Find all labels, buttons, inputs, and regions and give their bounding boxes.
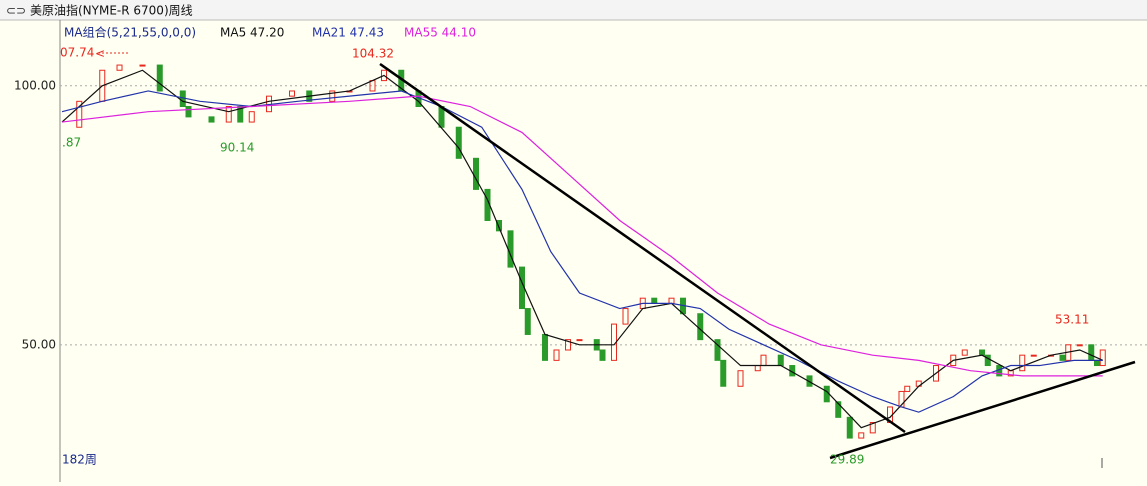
candle bbox=[858, 432, 865, 439]
legend: MA5 47.20 MA21 47.43 MA55 44.10 bbox=[220, 26, 476, 40]
candle bbox=[846, 416, 853, 439]
low-label: 29.89 bbox=[830, 453, 864, 467]
candle bbox=[1030, 354, 1037, 357]
candle bbox=[622, 308, 629, 325]
candle bbox=[565, 339, 572, 351]
candle bbox=[225, 106, 232, 123]
candle bbox=[1076, 344, 1083, 347]
arrow-head: < bbox=[95, 47, 105, 61]
candle bbox=[116, 64, 123, 71]
header-bar bbox=[0, 0, 1147, 20]
candle bbox=[668, 297, 675, 304]
candle bbox=[248, 111, 255, 123]
candle bbox=[904, 385, 911, 392]
period-label: 182周 bbox=[62, 453, 97, 467]
header-icon: ⊂⊃ bbox=[6, 4, 26, 18]
candle bbox=[576, 339, 583, 342]
legend-entry: MA21 47.43 bbox=[312, 26, 384, 40]
chart-title: 美原油指(NYME-R 6700)周线 bbox=[30, 3, 193, 18]
legend-entry: MA55 44.10 bbox=[404, 26, 476, 40]
candle bbox=[697, 313, 704, 341]
trend-line bbox=[829, 360, 1136, 460]
candle bbox=[599, 349, 606, 361]
high-label: 07.74 bbox=[60, 46, 94, 60]
candle bbox=[496, 219, 503, 232]
candle bbox=[542, 333, 549, 361]
y-tick-label: 50.00 bbox=[22, 337, 56, 351]
candle bbox=[289, 90, 296, 97]
candle bbox=[185, 106, 192, 118]
trend-line bbox=[379, 62, 906, 434]
high-label: 104.32 bbox=[352, 47, 394, 61]
candle bbox=[329, 90, 336, 102]
candle bbox=[933, 365, 940, 382]
candle bbox=[1019, 354, 1026, 372]
candle bbox=[651, 297, 658, 304]
candle bbox=[777, 354, 784, 367]
candle bbox=[381, 69, 388, 82]
candle bbox=[208, 116, 215, 123]
candle bbox=[156, 64, 163, 92]
ma-line bbox=[61, 69, 1103, 429]
indicator-label: MA组合(5,21,55,0,0,0) bbox=[64, 25, 196, 40]
candle bbox=[760, 354, 767, 367]
candle bbox=[714, 339, 721, 361]
candle bbox=[1094, 359, 1101, 367]
candle bbox=[553, 349, 560, 361]
plot-area bbox=[60, 64, 1147, 439]
candle bbox=[961, 349, 968, 356]
candle bbox=[1088, 344, 1095, 361]
legend-entry: MA5 47.20 bbox=[220, 26, 284, 40]
candle bbox=[455, 126, 462, 159]
candle bbox=[507, 230, 514, 268]
candle bbox=[139, 64, 146, 67]
candle bbox=[737, 370, 744, 387]
high-label: 53.11 bbox=[1055, 313, 1089, 327]
candle bbox=[869, 422, 876, 434]
candle bbox=[473, 157, 480, 190]
ma-line bbox=[61, 95, 1103, 377]
candle bbox=[76, 100, 83, 128]
ma-line bbox=[61, 90, 1103, 413]
candle bbox=[835, 401, 842, 418]
candle bbox=[984, 354, 991, 367]
candle bbox=[1059, 354, 1066, 361]
candle bbox=[720, 359, 727, 387]
candle bbox=[754, 365, 761, 372]
low-label: 90.14 bbox=[220, 141, 254, 155]
y-tick-label: 100.00 bbox=[14, 78, 56, 92]
candle bbox=[1099, 349, 1106, 367]
candle bbox=[979, 349, 986, 356]
low-label: .87 bbox=[62, 136, 81, 150]
candle bbox=[524, 308, 531, 335]
